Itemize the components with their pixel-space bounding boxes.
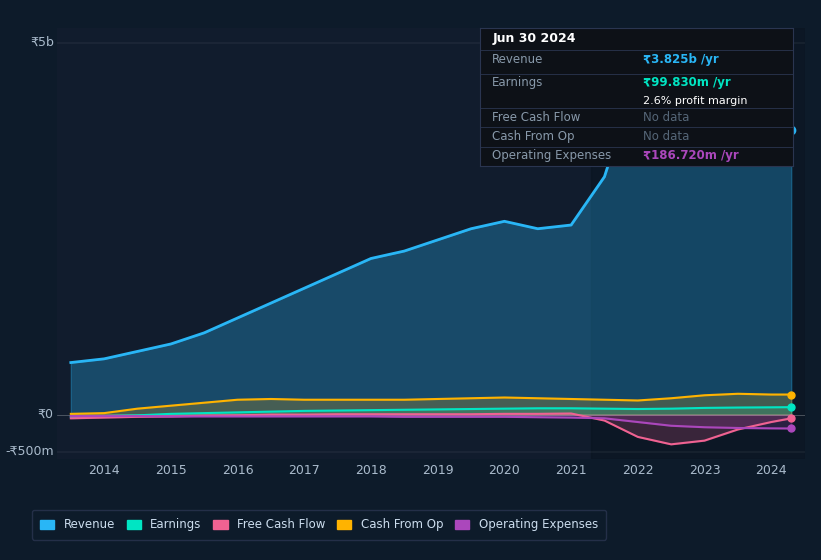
Text: Cash From Op: Cash From Op — [492, 130, 575, 143]
Text: Free Cash Flow: Free Cash Flow — [492, 111, 580, 124]
Legend: Revenue, Earnings, Free Cash Flow, Cash From Op, Operating Expenses: Revenue, Earnings, Free Cash Flow, Cash … — [32, 510, 606, 539]
Text: Operating Expenses: Operating Expenses — [492, 150, 612, 162]
Text: 2.6% profit margin: 2.6% profit margin — [643, 96, 747, 106]
Text: ₹3.825b /yr: ₹3.825b /yr — [643, 53, 718, 66]
Bar — [591, 28, 805, 459]
Text: No data: No data — [643, 130, 689, 143]
Text: Jun 30 2024: Jun 30 2024 — [492, 32, 576, 45]
Text: ₹0: ₹0 — [38, 408, 53, 421]
Text: Revenue: Revenue — [492, 53, 544, 66]
Text: ₹5b: ₹5b — [30, 36, 53, 49]
Text: ₹186.720m /yr: ₹186.720m /yr — [643, 150, 739, 162]
Text: -₹500m: -₹500m — [5, 445, 53, 458]
Text: No data: No data — [643, 111, 689, 124]
Text: Earnings: Earnings — [492, 76, 544, 89]
Text: ₹99.830m /yr: ₹99.830m /yr — [643, 76, 731, 89]
